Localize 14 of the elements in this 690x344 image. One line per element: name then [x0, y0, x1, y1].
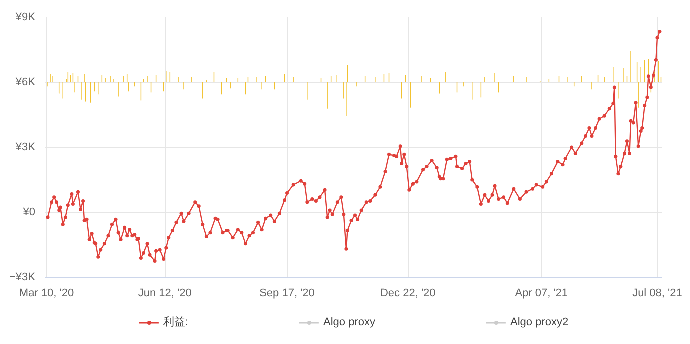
y-tick-label: −¥3K: [10, 272, 36, 284]
x-tick-label: Apr 07, '21: [515, 288, 568, 300]
y-tick-label: ¥0: [22, 206, 36, 218]
y-tick-label: ¥6K: [14, 76, 36, 88]
x-tick-label: Sep 17, '20: [260, 288, 315, 300]
legend-label: Algo proxy: [323, 316, 376, 328]
y-tick-label: ¥3K: [14, 142, 36, 154]
y-tick-label: ¥9K: [14, 12, 36, 24]
x-tick-label: Dec 22, '20: [380, 288, 436, 300]
x-tick-label: Jul 08, '21: [632, 288, 682, 300]
x-tick-label: Jun 12, '20: [138, 288, 192, 300]
x-tick-label: Mar 10, '20: [19, 288, 74, 300]
legend-label: 利益:: [163, 316, 188, 330]
legend-label: Algo proxy2: [510, 316, 569, 328]
